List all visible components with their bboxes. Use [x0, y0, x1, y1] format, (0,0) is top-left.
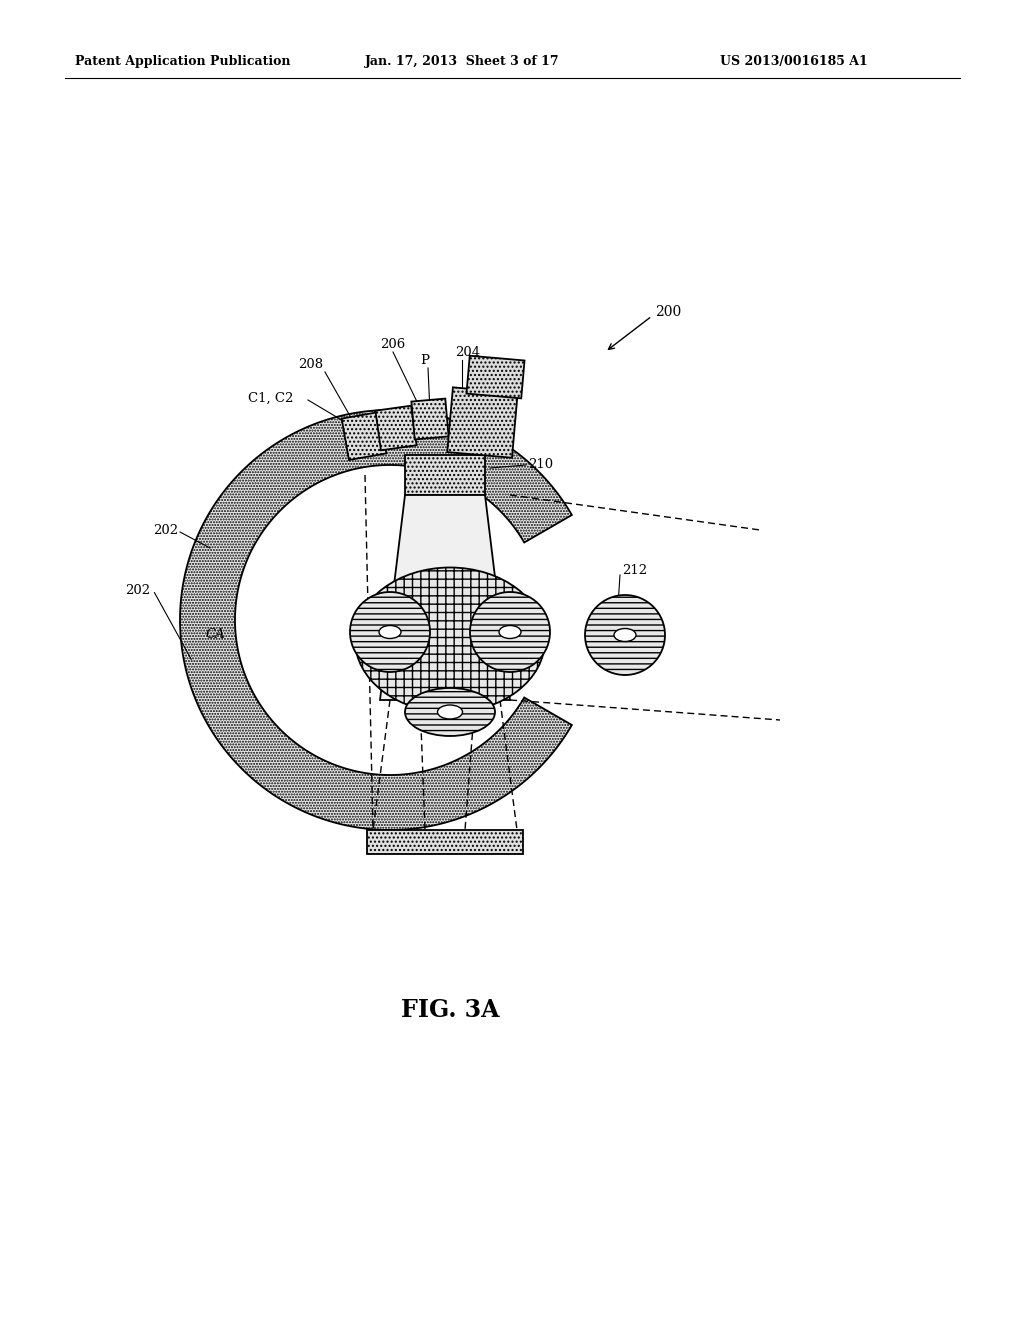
Polygon shape: [380, 495, 510, 700]
Polygon shape: [180, 411, 571, 830]
Bar: [342, 412, 386, 459]
Circle shape: [470, 591, 550, 672]
Bar: [406, 455, 485, 495]
Text: US 2013/0016185 A1: US 2013/0016185 A1: [720, 55, 867, 69]
Bar: [447, 387, 518, 458]
Circle shape: [350, 591, 430, 672]
Circle shape: [585, 595, 665, 675]
Ellipse shape: [379, 626, 401, 639]
Text: CA: CA: [205, 628, 225, 642]
Text: 202: 202: [153, 524, 178, 536]
Text: FIG. 3A: FIG. 3A: [400, 998, 500, 1022]
Ellipse shape: [437, 705, 463, 719]
Bar: [376, 405, 417, 450]
Text: 206: 206: [380, 338, 406, 351]
Text: 212: 212: [622, 564, 647, 577]
Bar: [367, 830, 523, 854]
Ellipse shape: [355, 568, 545, 713]
Text: P: P: [420, 354, 429, 367]
Bar: [467, 355, 524, 399]
Text: 200: 200: [655, 305, 681, 319]
Ellipse shape: [499, 626, 521, 639]
Bar: [412, 399, 449, 440]
Text: Patent Application Publication: Patent Application Publication: [75, 55, 291, 69]
Ellipse shape: [406, 688, 495, 737]
Text: C1, C2: C1, C2: [248, 392, 293, 404]
Ellipse shape: [614, 628, 636, 642]
Text: 202: 202: [125, 583, 150, 597]
Text: 208: 208: [298, 359, 324, 371]
Text: 210: 210: [528, 458, 553, 471]
Text: 204: 204: [455, 346, 480, 359]
Text: Jan. 17, 2013  Sheet 3 of 17: Jan. 17, 2013 Sheet 3 of 17: [365, 55, 560, 69]
